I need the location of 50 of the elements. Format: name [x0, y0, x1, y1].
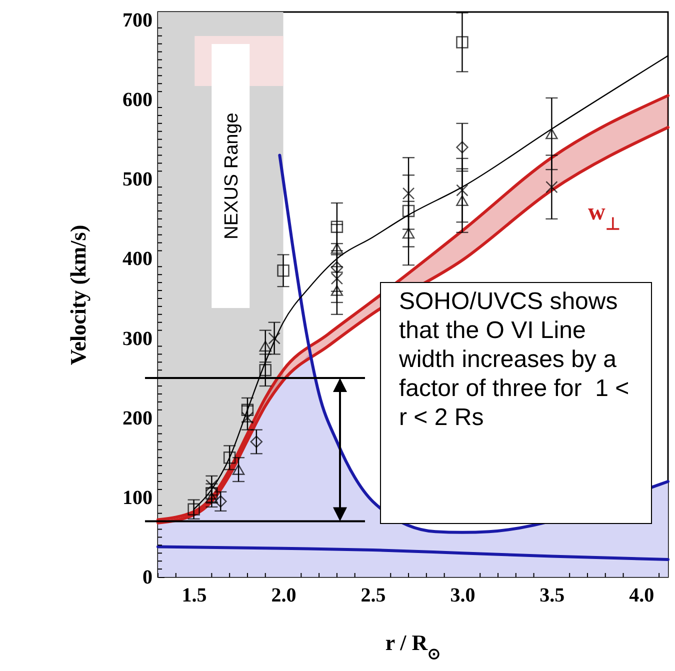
point [214, 495, 227, 508]
y-tick-label: 100 [122, 486, 152, 509]
point [206, 479, 218, 492]
label-panel: NEXUS Range [212, 44, 250, 308]
line-series [156, 545, 670, 561]
y-tick-label: 300 [122, 328, 152, 350]
point [277, 264, 290, 277]
x-tick-label: 3.0 [450, 584, 476, 606]
point [188, 503, 200, 516]
note-box: SOHO/UVCS shows that the O VI Line width increases by a factor of three for 1 < r < 2 Rs [380, 282, 652, 524]
annotation: SOHO/UVCS shows that the O VI Line width increases by a factor of three for 1 < r < 2 Rs [399, 288, 630, 431]
point [330, 272, 344, 285]
point [546, 128, 558, 140]
point [206, 487, 218, 500]
x-tick-label: 2.5 [360, 584, 386, 606]
x-tick-label: 4.0 [629, 584, 654, 606]
point [402, 228, 415, 239]
band-label: NEXUS Range [222, 112, 243, 240]
point [259, 364, 272, 376]
point [241, 404, 254, 416]
x-tick-label: 1.5 [182, 584, 207, 606]
point [402, 187, 415, 200]
point [259, 340, 272, 352]
y-tick-label: 700 [122, 9, 152, 32]
y-tick-label: 500 [122, 168, 152, 191]
point [206, 492, 218, 503]
y-tick-label: 400 [122, 248, 152, 270]
point [250, 436, 263, 448]
point [268, 332, 280, 344]
point [456, 36, 468, 48]
y-tick-label: 0 [142, 566, 152, 588]
point [330, 261, 344, 274]
x-tick-label: 2.0 [271, 584, 296, 606]
y-tick-label: 600 [122, 89, 152, 112]
point [223, 452, 236, 464]
y-axis-title: Velocity (km/s) [66, 224, 90, 366]
point [402, 204, 415, 218]
point [456, 195, 468, 206]
point [232, 464, 245, 475]
point [330, 242, 344, 254]
point [546, 180, 558, 194]
point [456, 184, 468, 196]
point [330, 220, 344, 233]
point [456, 141, 468, 154]
text: w$_{⊥}$ [588, 199, 620, 233]
point [241, 412, 254, 424]
x-axis-title: r / R$_{⊙}$ [385, 630, 441, 662]
x-tick-label: 3.5 [540, 584, 565, 606]
point [330, 285, 344, 296]
y-tick-label: 200 [122, 407, 152, 430]
